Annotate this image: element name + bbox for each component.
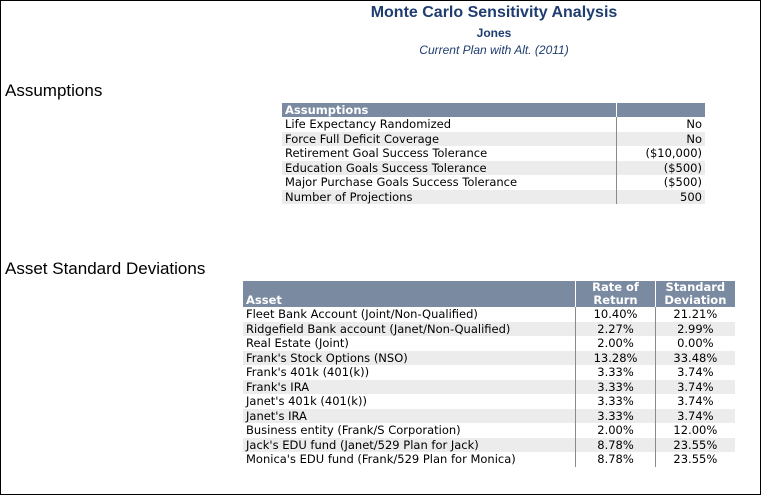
asset-row: Fleet Bank Account (Joint/Non-Qualified)… xyxy=(243,307,735,322)
asset-sd: 23.55% xyxy=(654,452,735,467)
assumption-value: No xyxy=(616,131,705,146)
assumption-label: Number of Projections xyxy=(282,189,617,204)
asset-sd: 3.74% xyxy=(654,379,735,394)
asset-sd: 33.48% xyxy=(654,350,735,365)
asset-return: 3.33% xyxy=(575,365,656,380)
asset-row: Monica's EDU fund (Frank/529 Plan for Mo… xyxy=(243,452,735,467)
assumptions-header-value xyxy=(616,103,705,117)
assumption-label: Major Purchase Goals Success Tolerance xyxy=(285,175,518,190)
assumptions-header-label: Assumptions xyxy=(282,103,617,117)
asset-return: 8.78% xyxy=(575,452,656,467)
asset-column-header: Asset xyxy=(243,281,576,307)
asset-row: Real Estate (Joint) 2.00% 0.00% xyxy=(243,336,735,351)
asset-return: 8.78% xyxy=(575,437,656,452)
asset-name: Monica's EDU fund (Frank/529 Plan for Mo… xyxy=(246,452,516,467)
assumption-value: 500 xyxy=(616,189,705,204)
assumptions-header-row: Assumptions xyxy=(282,103,705,117)
asset-name: Frank's IRA xyxy=(243,379,576,394)
asset-row: Janet's 401k (401(k)) 3.33% 3.74% xyxy=(243,394,735,409)
assumptions-section-title: Assumptions xyxy=(5,81,103,100)
assumption-value: ($500) xyxy=(616,160,705,175)
asset-return: 3.33% xyxy=(575,394,656,409)
assumption-row: Education Goals Success Tolerance ($500) xyxy=(282,160,705,175)
assumption-label: Life Expectancy Randomized xyxy=(285,117,451,132)
asset-return: 13.28% xyxy=(575,350,656,365)
asset-return: 2.00% xyxy=(575,423,656,438)
asset-name: Business entity (Frank/S Corporation) xyxy=(246,423,461,438)
asset-name: Ridgefield Bank account (Janet/Non-Quali… xyxy=(243,321,576,336)
assumption-value: No xyxy=(616,117,705,132)
asset-row: Frank's Stock Options (NSO) 13.28% 33.48… xyxy=(243,350,735,365)
asset-name: Real Estate (Joint) xyxy=(246,336,349,351)
assumption-row: Number of Projections 500 xyxy=(282,189,705,204)
asset-sd: 12.00% xyxy=(654,423,735,438)
sd-header-line2: Deviation xyxy=(664,293,727,307)
asset-sd: 0.00% xyxy=(654,336,735,351)
asset-row: Business entity (Frank/S Corporation) 2.… xyxy=(243,423,735,438)
asset-return: 3.33% xyxy=(575,379,656,394)
asset-sd-section-title: Asset Standard Deviations xyxy=(5,259,206,278)
sd-header-line1: Standard xyxy=(665,280,726,294)
assumption-row: Life Expectancy Randomized No xyxy=(282,117,705,132)
return-column-header: Rate of Return xyxy=(575,280,656,307)
asset-name: Jack's EDU fund (Janet/529 Plan for Jack… xyxy=(243,437,576,452)
sd-column-header: Standard Deviation xyxy=(654,280,735,307)
asset-sd: 3.74% xyxy=(654,394,735,409)
asset-sd: 2.99% xyxy=(654,321,735,336)
asset-row: Ridgefield Bank account (Janet/Non-Quali… xyxy=(243,321,735,336)
asset-sd: 23.55% xyxy=(654,437,735,452)
return-header-line1: Rate of xyxy=(592,280,639,294)
asset-name: Janet's 401k (401(k)) xyxy=(246,394,367,409)
assumption-row: Major Purchase Goals Success Tolerance (… xyxy=(282,175,705,190)
assumption-row: Force Full Deficit Coverage No xyxy=(282,131,705,146)
assumptions-table: Assumptions Life Expectancy Randomized N… xyxy=(282,103,705,204)
return-header-line2: Return xyxy=(593,293,638,307)
asset-return: 3.33% xyxy=(575,408,656,423)
assumption-label: Force Full Deficit Coverage xyxy=(282,131,617,146)
assumption-row: Retirement Goal Success Tolerance ($10,0… xyxy=(282,146,705,161)
assumption-value: ($10,000) xyxy=(616,146,705,161)
asset-sd: 21.21% xyxy=(654,307,735,322)
asset-row: Janet's IRA 3.33% 3.74% xyxy=(243,408,735,423)
assumption-label: Education Goals Success Tolerance xyxy=(282,160,617,175)
asset-return: 2.27% xyxy=(575,321,656,336)
asset-sd: 3.74% xyxy=(654,365,735,380)
asset-name: Fleet Bank Account (Joint/Non-Qualified) xyxy=(246,307,478,322)
asset-sd: 3.74% xyxy=(654,408,735,423)
assumption-label: Retirement Goal Success Tolerance xyxy=(285,146,488,161)
asset-row: Frank's 401k (401(k)) 3.33% 3.74% xyxy=(243,365,735,380)
asset-header-row: Asset Rate of Return Standard Deviation xyxy=(243,281,735,307)
asset-name: Janet's IRA xyxy=(243,408,576,423)
asset-sd-table: Asset Rate of Return Standard Deviation … xyxy=(243,281,735,467)
asset-name: Frank's 401k (401(k)) xyxy=(246,365,370,380)
asset-return: 10.40% xyxy=(575,307,656,322)
asset-return: 2.00% xyxy=(575,336,656,351)
asset-row: Frank's IRA 3.33% 3.74% xyxy=(243,379,735,394)
assumption-value: ($500) xyxy=(616,175,705,190)
asset-name: Frank's Stock Options (NSO) xyxy=(243,350,576,365)
report-title: Monte Carlo Sensitivity Analysis xyxy=(370,4,618,21)
client-name: Jones xyxy=(476,26,512,40)
plan-name: Current Plan with Alt. (2011) xyxy=(419,43,569,57)
asset-row: Jack's EDU fund (Janet/529 Plan for Jack… xyxy=(243,437,735,452)
